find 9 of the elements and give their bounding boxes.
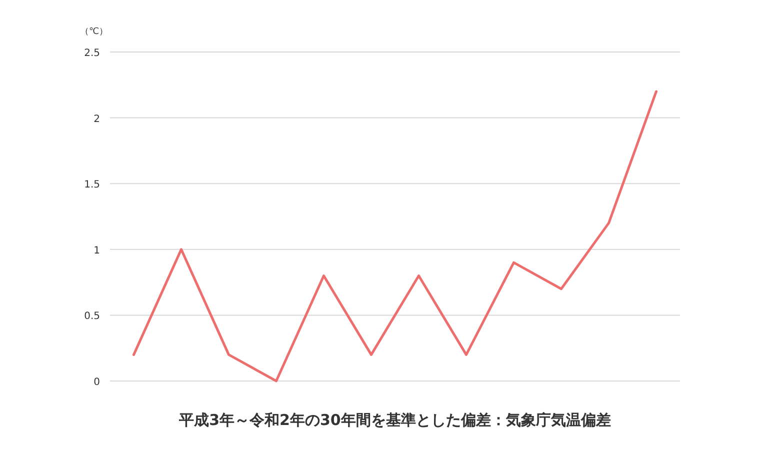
- y-tick-label: 1.5: [84, 180, 100, 191]
- y-axis-title: （℃）: [80, 27, 108, 37]
- y-tick-label: 1: [94, 245, 100, 256]
- y-tick-label: 0: [94, 377, 100, 388]
- line-series: [132, 90, 658, 382]
- y-tick-label: 0.5: [84, 311, 100, 322]
- y-tick-label: 2: [94, 114, 100, 125]
- y-tick-label: 2.5: [84, 48, 100, 59]
- text: 平成3年～令和2年の30年間を基準とした偏差：気象庁気温偏差: [178, 411, 611, 429]
